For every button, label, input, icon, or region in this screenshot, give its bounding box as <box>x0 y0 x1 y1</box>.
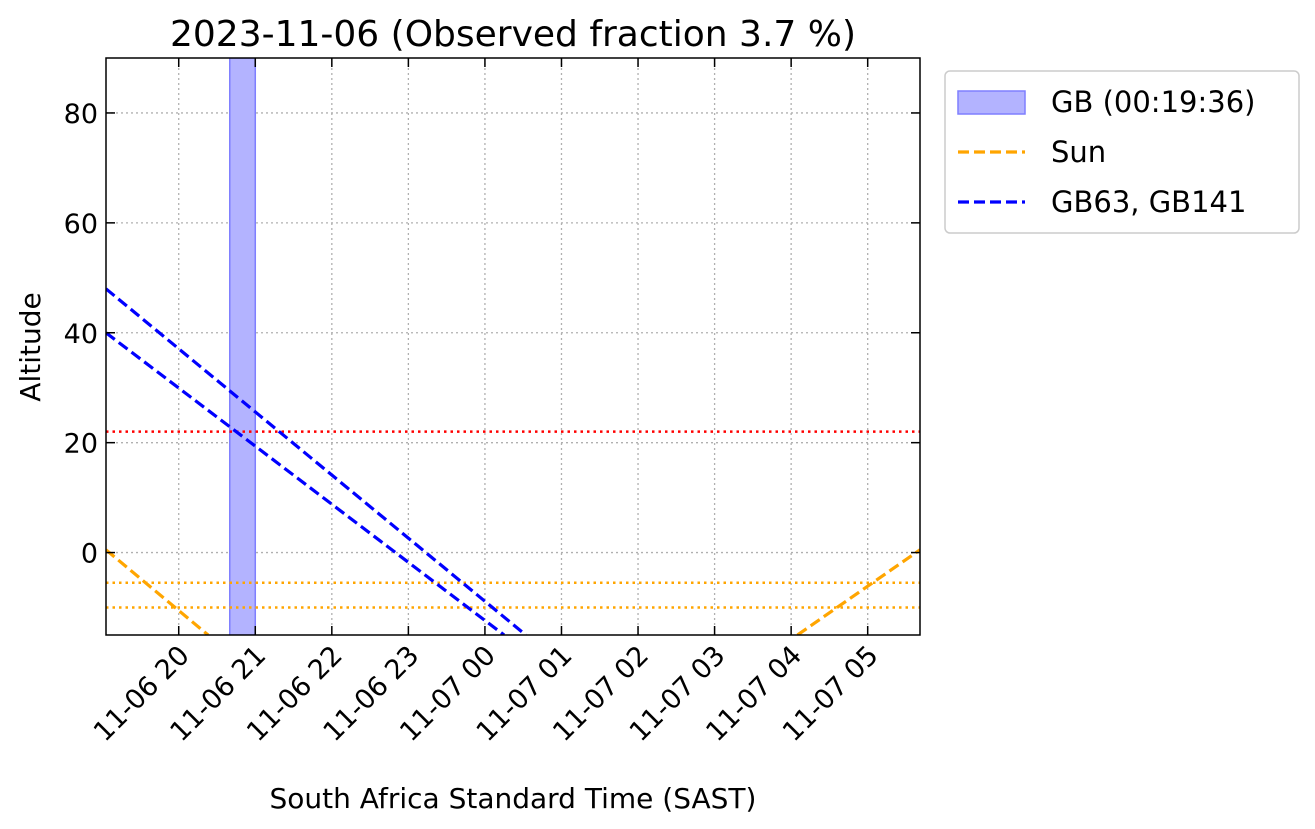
chart-title: 2023-11-06 (Observed fraction 3.7 %) <box>170 14 856 55</box>
reference-lines <box>106 430 920 609</box>
legend: GB (00:19:36) Sun GB63, GB141 <box>944 70 1300 234</box>
series-line <box>796 548 920 635</box>
y-tick-label: 60 <box>64 209 98 240</box>
y-axis-label: Altitude <box>14 292 47 401</box>
y-tick-label: 20 <box>64 429 98 460</box>
x-axis-label: South Africa Standard Time (SAST) <box>270 782 757 815</box>
legend-swatch-patch <box>957 90 1026 115</box>
series-lines <box>106 287 920 635</box>
observation-window <box>229 58 257 635</box>
series-line <box>106 287 527 635</box>
series-line <box>106 331 506 635</box>
y-tick-label: 40 <box>64 319 98 350</box>
legend-label: Sun <box>1051 135 1106 169</box>
legend-frame <box>944 70 1300 234</box>
series-line <box>106 548 210 635</box>
legend-label: GB63, GB141 <box>1051 185 1246 219</box>
y-tick-label: 0 <box>81 539 98 570</box>
y-tick-label: 80 <box>64 99 98 130</box>
legend-label: GB (00:19:36) <box>1051 85 1255 119</box>
observation-window-band <box>229 58 257 635</box>
grid <box>106 58 920 635</box>
plot-frame <box>105 57 921 636</box>
